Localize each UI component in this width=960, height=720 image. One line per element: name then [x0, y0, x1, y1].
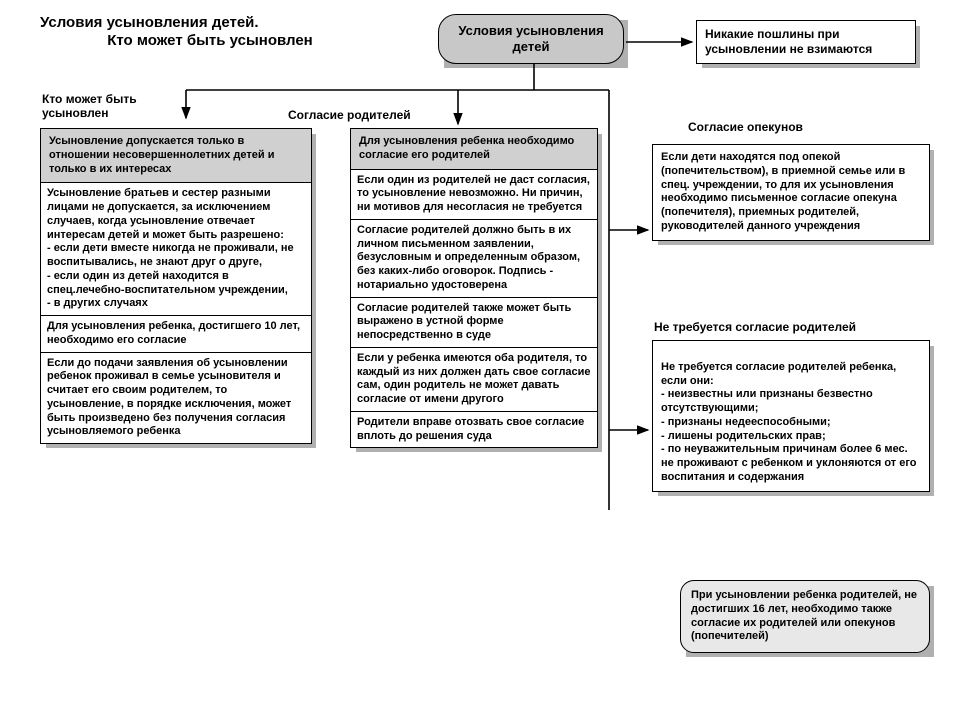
col2-header: Для усыновления ребенка необходимо согла…: [351, 129, 597, 169]
label-col1: Кто может быть усыновлен: [42, 92, 182, 120]
label-col3a: Согласие опекунов: [688, 120, 803, 134]
col2-item-2: Согласие родителей также может быть выра…: [351, 297, 597, 347]
title-line1: Условия усыновления детей.: [40, 14, 380, 32]
guardians-consent-text: Если дети находятся под опекой (попечите…: [661, 151, 905, 232]
no-parent-consent-text: Не требуется согласие родителей ребенка,…: [661, 361, 916, 483]
label-col2: Согласие родителей: [288, 108, 411, 122]
no-fees-box: Никакие пошлины при усыновлении не взима…: [696, 20, 916, 64]
col1-item-1: Для усыновления ребенка, достигшего 10 л…: [41, 315, 311, 352]
no-fees-text: Никакие пошлины при усыновлении не взима…: [705, 27, 872, 56]
pill-text: Условия усыновления детей: [439, 23, 623, 56]
col1-item-2: Если до подачи заявления об усыновлении …: [41, 352, 311, 444]
under16-text: При усыновлении ребенка родителей, не до…: [691, 589, 917, 642]
title-line2: Кто может быть усыновлен: [40, 32, 380, 50]
col2-item-1: Согласие родителей должно быть в их личн…: [351, 219, 597, 297]
page-title: Условия усыновления детей. Кто может быт…: [40, 14, 380, 50]
col2-item-4: Родители вправе отозвать свое согласие в…: [351, 411, 597, 448]
under16-box: При усыновлении ребенка родителей, не до…: [680, 580, 930, 653]
col2-item-3: Если у ребенка имеются оба родителя, то …: [351, 347, 597, 411]
col1-item-0: Усыновление братьев и сестер разными лиц…: [41, 182, 311, 315]
guardians-consent-box: Если дети находятся под опекой (попечите…: [652, 144, 930, 241]
no-parent-consent-box: Не требуется согласие родителей ребенка,…: [652, 340, 930, 492]
col1-box: Усыновление допускается только в отношен…: [40, 128, 312, 444]
col1-header: Усыновление допускается только в отношен…: [41, 129, 311, 182]
col2-box: Для усыновления ребенка необходимо согла…: [350, 128, 598, 448]
col2-item-0: Если один из родителей не даст согласия,…: [351, 169, 597, 219]
label-col3b: Не требуется согласие родителей: [654, 320, 856, 334]
conditions-pill: Условия усыновления детей: [438, 14, 624, 64]
